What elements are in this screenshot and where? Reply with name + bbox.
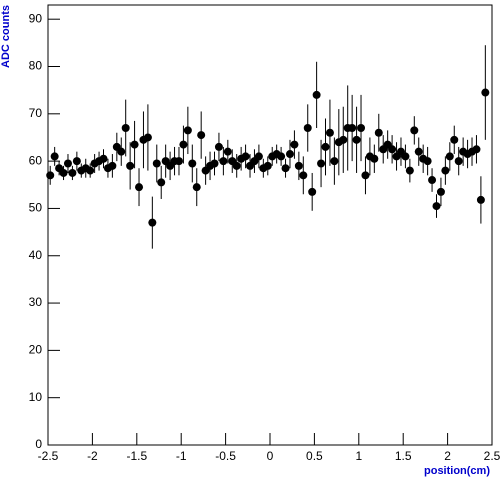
data-point bbox=[152, 159, 161, 168]
data-point bbox=[281, 164, 290, 173]
data-point bbox=[476, 195, 485, 204]
data-point bbox=[370, 154, 379, 163]
data-point bbox=[254, 152, 263, 161]
data-point bbox=[285, 150, 294, 159]
y-tick-label: 20 bbox=[29, 343, 43, 357]
data-point bbox=[179, 140, 188, 149]
data-point bbox=[330, 157, 339, 166]
data-point bbox=[450, 135, 459, 144]
data-point bbox=[405, 166, 414, 175]
data-point bbox=[46, 171, 55, 180]
data-point bbox=[68, 168, 77, 177]
data-point bbox=[108, 161, 117, 170]
data-point bbox=[188, 159, 197, 168]
data-point bbox=[436, 187, 445, 196]
x-tick-label: -1.5 bbox=[126, 449, 147, 463]
y-tick-label: 40 bbox=[29, 248, 43, 262]
data-point bbox=[294, 161, 303, 170]
data-point bbox=[388, 145, 397, 154]
y-tick-label: 80 bbox=[29, 59, 43, 73]
data-point bbox=[454, 157, 463, 166]
data-point bbox=[357, 124, 366, 133]
y-tick-label: 60 bbox=[29, 153, 43, 167]
data-point bbox=[232, 161, 241, 170]
data-point bbox=[317, 159, 326, 168]
y-axis-label: ADC counts bbox=[0, 5, 12, 68]
data-point bbox=[223, 147, 232, 156]
data-point bbox=[325, 128, 334, 137]
data-point bbox=[428, 176, 437, 185]
data-point bbox=[472, 145, 481, 154]
plot-frame bbox=[47, 4, 493, 446]
data-point bbox=[401, 152, 410, 161]
data-point bbox=[214, 142, 223, 151]
data-point bbox=[441, 166, 450, 175]
x-tick-label: 1.5 bbox=[395, 449, 412, 463]
data-point bbox=[148, 218, 157, 227]
data-point bbox=[241, 152, 250, 161]
x-tick-label: -0.5 bbox=[215, 449, 236, 463]
data-point bbox=[135, 183, 144, 192]
x-tick-label: 1 bbox=[355, 449, 362, 463]
y-tick-label: 70 bbox=[29, 106, 43, 120]
data-point bbox=[59, 168, 68, 177]
x-tick-label: -2.5 bbox=[38, 449, 59, 463]
data-point bbox=[183, 126, 192, 135]
data-point bbox=[99, 154, 108, 163]
data-point bbox=[361, 171, 370, 180]
data-point bbox=[174, 157, 183, 166]
data-point bbox=[72, 157, 81, 166]
data-point bbox=[197, 131, 206, 140]
x-tick-label: 2.5 bbox=[484, 449, 501, 463]
data-point bbox=[290, 140, 299, 149]
data-point bbox=[117, 147, 126, 156]
data-point bbox=[130, 140, 139, 149]
data-point bbox=[352, 135, 361, 144]
data-point bbox=[63, 159, 72, 168]
data-point bbox=[126, 161, 135, 170]
y-tick-label: 10 bbox=[29, 390, 43, 404]
data-point bbox=[277, 152, 286, 161]
data-point bbox=[219, 157, 228, 166]
data-point bbox=[481, 88, 490, 97]
data-point bbox=[50, 152, 59, 161]
data-point bbox=[312, 90, 321, 99]
data-point bbox=[308, 187, 317, 196]
data-point bbox=[157, 178, 166, 187]
data-point bbox=[445, 152, 454, 161]
data-point bbox=[321, 142, 330, 151]
data-point bbox=[263, 161, 272, 170]
data-point bbox=[299, 171, 308, 180]
x-axis-label: position(cm) bbox=[424, 465, 490, 477]
data-point bbox=[410, 126, 419, 135]
data-point bbox=[348, 124, 357, 133]
y-tick-label: 90 bbox=[29, 11, 43, 25]
x-tick-label: 0 bbox=[267, 449, 274, 463]
data-point bbox=[303, 124, 312, 133]
x-tick-label: -1 bbox=[176, 449, 187, 463]
data-point bbox=[414, 147, 423, 156]
data-point bbox=[423, 157, 432, 166]
data-point bbox=[210, 159, 219, 168]
y-tick-label: 0 bbox=[35, 437, 42, 451]
x-tick-label: 0.5 bbox=[306, 449, 323, 463]
data-point bbox=[339, 135, 348, 144]
y-tick-label: 50 bbox=[29, 201, 43, 215]
data-point bbox=[192, 183, 201, 192]
data-point bbox=[86, 166, 95, 175]
data-point bbox=[121, 124, 130, 133]
data-point bbox=[374, 128, 383, 137]
y-tick-label: 30 bbox=[29, 295, 43, 309]
data-point bbox=[432, 202, 441, 211]
x-tick-label: -2 bbox=[87, 449, 98, 463]
x-tick-label: 2 bbox=[444, 449, 451, 463]
data-point bbox=[143, 133, 152, 142]
